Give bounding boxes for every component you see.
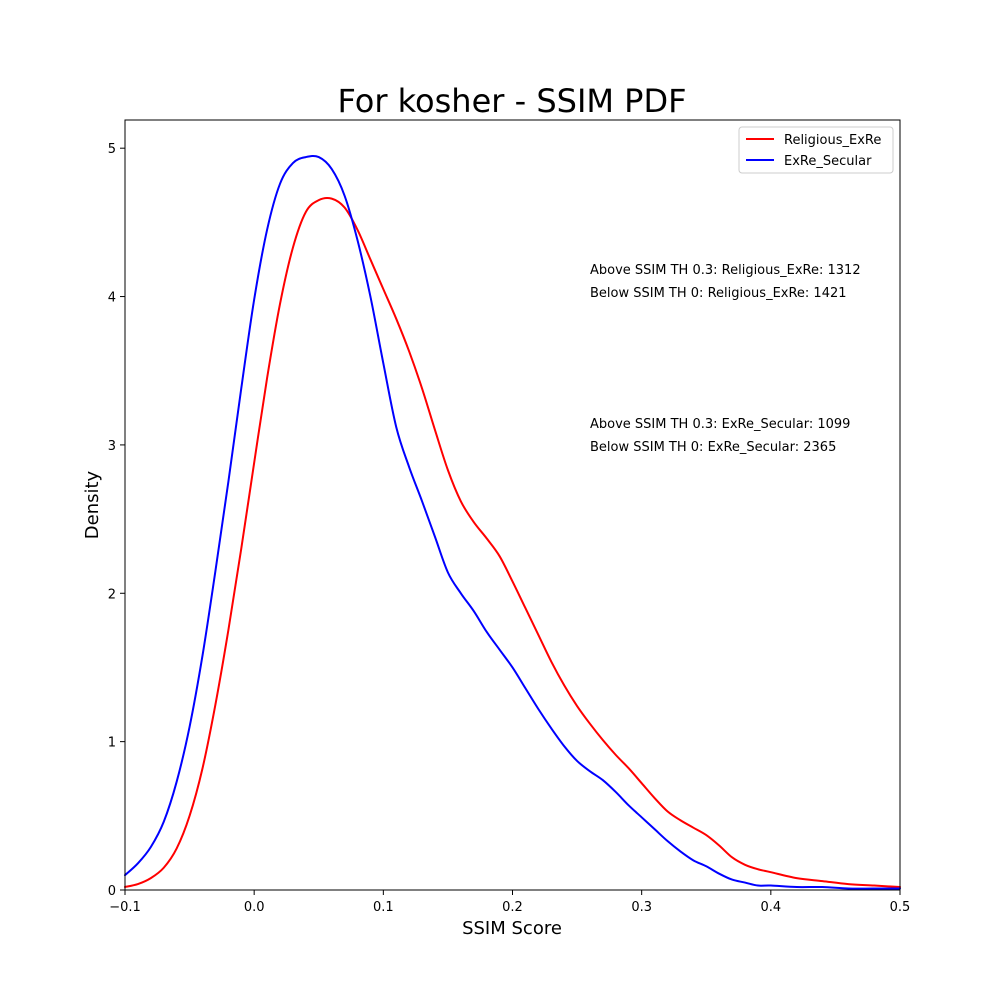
y-axis-label: Density xyxy=(82,470,103,539)
y-tick-label: 4 xyxy=(108,291,116,306)
annotation-below-secular: Below SSIM TH 0: ExRe_Secular: 2365 xyxy=(590,440,836,455)
annotation-above-religious: Above SSIM TH 0.3: Religious_ExRe: 1312 xyxy=(590,263,861,278)
series-line-religious-exre xyxy=(124,196,901,889)
legend-box xyxy=(738,126,894,174)
chart-title: For kosher - SSIM PDF xyxy=(337,82,686,120)
x-tick-label: 0.2 xyxy=(502,900,523,915)
annotation-below-religious: Below SSIM TH 0: Religious_ExRe: 1421 xyxy=(590,286,847,301)
x-tick-label: 0.1 xyxy=(373,900,394,915)
plot-lines xyxy=(124,154,901,890)
y-tick-label: 0 xyxy=(108,884,116,899)
y-axis-ticks: 0 1 2 3 4 5 xyxy=(108,142,125,899)
legend-label-exre-secular: ExRe_Secular xyxy=(784,154,872,169)
series-line-exre-secular xyxy=(124,154,901,890)
x-tick-label: 0.0 xyxy=(244,900,265,915)
x-axis-label: SSIM Score xyxy=(462,918,562,939)
x-axis-ticks: −0.1 0.0 0.1 0.2 0.3 0.4 0.5 xyxy=(109,890,910,915)
x-tick-label: 0.5 xyxy=(890,900,911,915)
legend-label-religious-exre: Religious_ExRe xyxy=(784,133,881,148)
legend: Religious_ExRe ExRe_Secular xyxy=(738,126,894,174)
x-tick-label: −0.1 xyxy=(109,900,141,915)
y-tick-label: 1 xyxy=(108,736,116,751)
x-tick-label: 0.3 xyxy=(631,900,652,915)
y-tick-label: 5 xyxy=(108,142,116,157)
x-tick-label: 0.4 xyxy=(760,900,781,915)
y-tick-label: 2 xyxy=(108,587,116,602)
annotation-above-secular: Above SSIM TH 0.3: ExRe_Secular: 1099 xyxy=(590,417,850,432)
y-tick-label: 3 xyxy=(108,439,116,454)
